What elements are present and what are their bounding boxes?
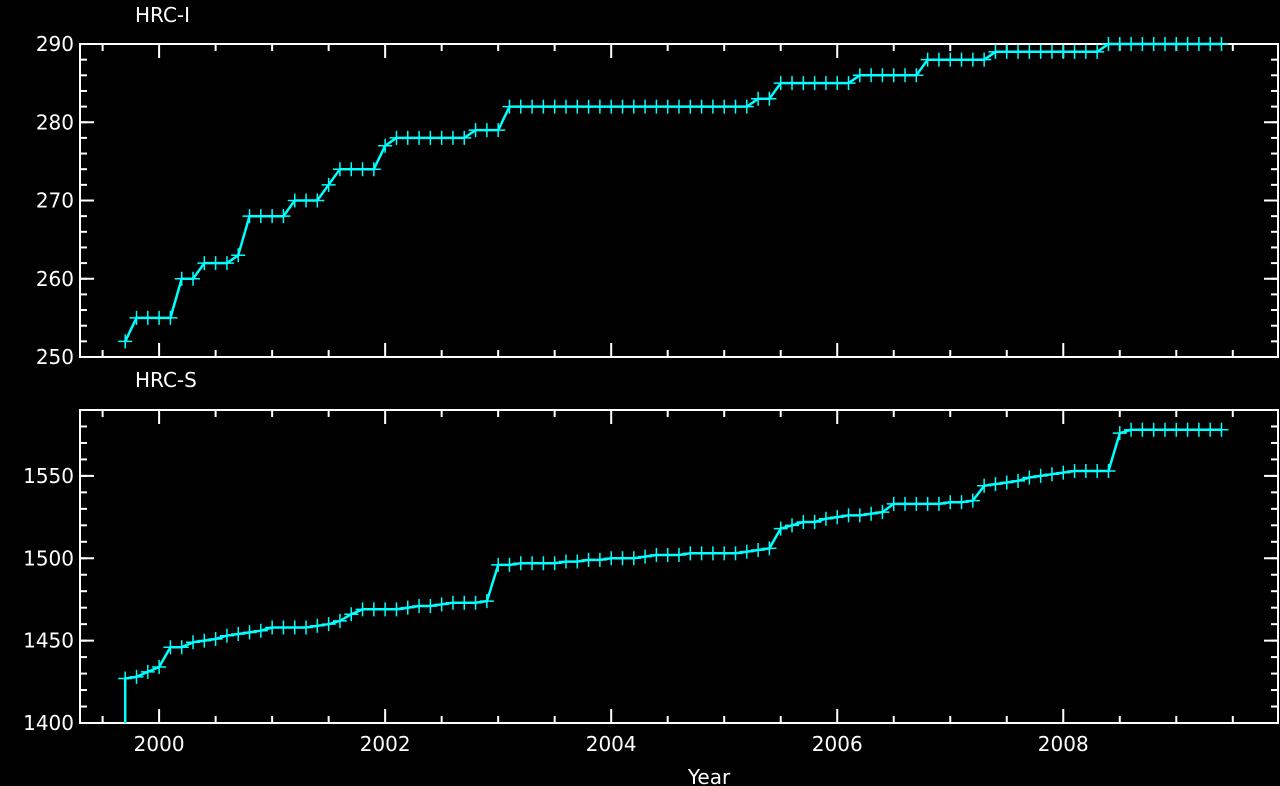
data-point (231, 248, 246, 263)
x-tick-label: 2000 (134, 732, 185, 756)
y-tick-label: 270 (36, 189, 74, 213)
panel-hrc-s: HRC-S 1400 1450 1500 1550 2000 2002 2004 2006 200… (23, 368, 1279, 786)
data-point (830, 510, 845, 525)
x-axis-label: Year (687, 765, 731, 786)
data-point (1011, 473, 1026, 488)
data-point (378, 138, 393, 153)
data-point (739, 544, 754, 559)
chart-title: HRC-S (135, 368, 197, 392)
data-point (491, 123, 506, 138)
data-point (219, 256, 234, 271)
data-point (321, 177, 336, 192)
x-tick-label: 2006 (812, 732, 863, 756)
data-point (841, 76, 856, 91)
data-point (344, 607, 359, 622)
data-point (818, 511, 833, 526)
data-point (864, 506, 879, 521)
data-point (807, 515, 822, 530)
data-point (152, 659, 167, 674)
data-point (389, 602, 404, 617)
x-tick-label: 2002 (360, 732, 411, 756)
data-point (310, 193, 325, 208)
data-point (1112, 426, 1127, 441)
data-point (1214, 37, 1229, 51)
x-tick-label: 2008 (1038, 732, 1089, 756)
data-point (762, 91, 777, 106)
y-tick-label: 1500 (23, 546, 74, 570)
data-point (672, 547, 686, 562)
x-tick-label: 2004 (586, 732, 637, 756)
data-point (468, 595, 483, 610)
data-point (1044, 467, 1059, 482)
data-point (965, 493, 980, 508)
data-point (208, 631, 223, 646)
data-point (954, 495, 969, 510)
data-point (457, 130, 472, 145)
data-point (366, 162, 381, 177)
data-point (592, 552, 607, 567)
data-point (423, 599, 438, 614)
data-point (434, 597, 449, 612)
data-point (502, 557, 517, 572)
data-point (231, 627, 246, 642)
y-tick-label: 1450 (23, 629, 74, 653)
data-point (1090, 44, 1105, 59)
data-point (299, 620, 314, 635)
data-point (321, 617, 336, 632)
data-point (140, 664, 155, 679)
data-point (547, 556, 562, 571)
plot-frame (79, 43, 1279, 358)
data-point (276, 209, 291, 224)
y-tick-label: 280 (36, 110, 74, 134)
data-point (253, 623, 268, 638)
data-point (909, 68, 924, 83)
data-point (852, 508, 867, 523)
data-point (332, 613, 347, 628)
data-point (977, 478, 992, 493)
panel-hrc-i: HRC-I 250 260 270 280 290 (36, 3, 1279, 369)
data-point (1022, 470, 1037, 485)
data-point (118, 671, 133, 686)
y-tick-label: 250 (36, 345, 74, 369)
data-point (1101, 463, 1116, 478)
y-tick-label: 1400 (23, 711, 74, 735)
data-point (988, 477, 1003, 492)
data-point (785, 518, 800, 533)
data-point (739, 99, 754, 114)
y-tick-label: 1550 (23, 464, 74, 488)
data-point (626, 551, 641, 566)
data-point (1033, 468, 1048, 483)
y-tick-label: 260 (36, 267, 74, 291)
data-point (762, 541, 777, 556)
data-point (174, 640, 189, 655)
data-point (186, 635, 201, 650)
data-point (1214, 422, 1229, 437)
data-point (219, 628, 234, 643)
chart-title: HRC-I (135, 3, 190, 27)
series-line (124, 42, 1222, 342)
data-point (638, 549, 653, 564)
data-point (875, 505, 890, 520)
data-point (129, 669, 144, 684)
data-point (751, 543, 766, 558)
data-point (400, 600, 415, 615)
data-point (931, 496, 946, 511)
data-point (310, 618, 325, 633)
data-point (197, 633, 212, 648)
data-point (999, 475, 1014, 490)
data-point (977, 52, 992, 67)
data-point (728, 546, 743, 561)
plot-frame (79, 409, 1279, 724)
data-point (773, 521, 788, 536)
data-point (163, 310, 178, 325)
y-tick-label: 290 (36, 32, 74, 56)
data-point (118, 334, 133, 349)
data-point (242, 625, 257, 640)
data-point (479, 594, 494, 609)
data-point (186, 271, 201, 286)
data-point (570, 554, 585, 569)
data-point (1056, 465, 1071, 480)
